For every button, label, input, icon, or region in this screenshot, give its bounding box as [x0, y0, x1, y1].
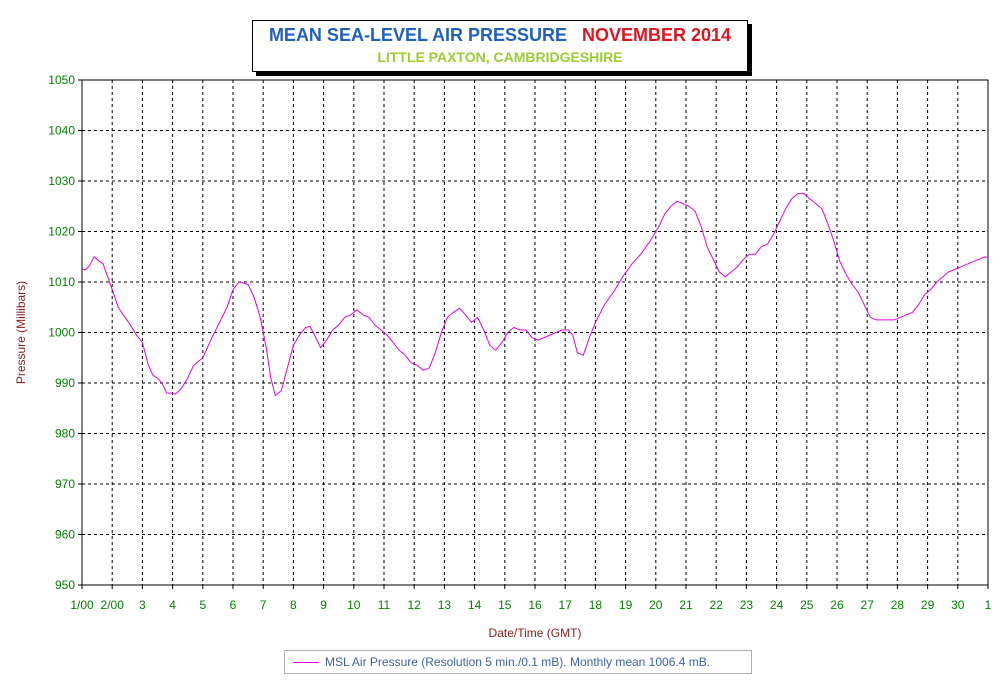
y-tick-label: 990 [55, 376, 75, 390]
chart-subtitle: LITTLE PAXTON, CAMBRIDGESHIRE [377, 49, 623, 65]
legend: MSL Air Pressure (Resolution 5 min./0.1 … [284, 650, 752, 674]
y-tick-label: 970 [55, 477, 75, 491]
x-tick-label: 18 [589, 598, 603, 612]
x-tick-label: 22 [710, 598, 724, 612]
x-tick-label: 9 [320, 598, 327, 612]
x-tick-label: 1 [985, 598, 992, 612]
x-tick-label: 29 [921, 598, 935, 612]
y-tick-label: 1030 [48, 174, 75, 188]
y-tick-label: 1020 [48, 225, 75, 239]
y-tick-label: 1050 [48, 73, 75, 87]
x-tick-label: 5 [199, 598, 206, 612]
x-tick-label: 7 [260, 598, 267, 612]
msl-pressure-line [81, 193, 989, 397]
axis-ticks [78, 79, 989, 589]
x-tick-label: 8 [290, 598, 297, 612]
y-tick-labels: 950 960 970 980 990 1000 1010 1020 1030 1040 1050 [48, 73, 75, 592]
x-tick-label: 10 [347, 598, 361, 612]
x-tick-label: 21 [679, 598, 693, 612]
x-axis-label: Date/Time (GMT) [489, 626, 582, 640]
x-tick-label: 20 [649, 598, 663, 612]
title-line: MEAN SEA-LEVEL AIR PRESSURE NOVEMBER 201… [253, 25, 747, 46]
x-tick-label: 6 [230, 598, 237, 612]
x-tick-label: 11 [378, 598, 391, 612]
x-tick-label: 24 [770, 598, 784, 612]
x-tick-label: 3 [139, 598, 146, 612]
y-tick-label: 1010 [48, 275, 75, 289]
x-tick-labels: 1/00 2/00 3 4 5 6 7 8 9 10 11 12 13 14 15 16 17 18 19 20 21 2… [70, 598, 991, 612]
x-tick-label: 15 [498, 598, 512, 612]
x-tick-label: 27 [861, 598, 875, 612]
x-tick-label: 25 [800, 598, 814, 612]
x-tick-label: 19 [619, 598, 633, 612]
x-tick-label: 14 [468, 598, 482, 612]
x-tick-label: 1/00 [70, 598, 94, 612]
x-tick-label: 28 [891, 598, 905, 612]
y-tick-label: 980 [55, 427, 75, 441]
x-tick-label: 26 [830, 598, 844, 612]
chart-period: NOVEMBER 2014 [582, 25, 732, 45]
grid [82, 80, 988, 585]
x-tick-label: 17 [559, 598, 573, 612]
legend-entry: MSL Air Pressure (Resolution 5 min./0.1 … [325, 655, 711, 669]
x-tick-label: 12 [408, 598, 422, 612]
legend-swatch [293, 662, 319, 663]
y-tick-label: 960 [55, 528, 75, 542]
y-tick-label: 1040 [48, 124, 75, 138]
y-axis-label: Pressure (Millibars) [14, 281, 28, 384]
y-tick-label: 1000 [48, 326, 75, 340]
chart-title: MEAN SEA-LEVEL AIR PRESSURE [268, 25, 567, 45]
x-tick-label: 23 [740, 598, 754, 612]
x-tick-label: 16 [528, 598, 542, 612]
x-tick-label: 13 [438, 598, 452, 612]
chart-title-box: MEAN SEA-LEVEL AIR PRESSURE NOVEMBER 201… [252, 20, 748, 72]
x-tick-label: 4 [169, 598, 176, 612]
y-tick-label: 950 [55, 578, 75, 592]
x-tick-label: 2/00 [101, 598, 125, 612]
x-tick-label: 30 [951, 598, 965, 612]
